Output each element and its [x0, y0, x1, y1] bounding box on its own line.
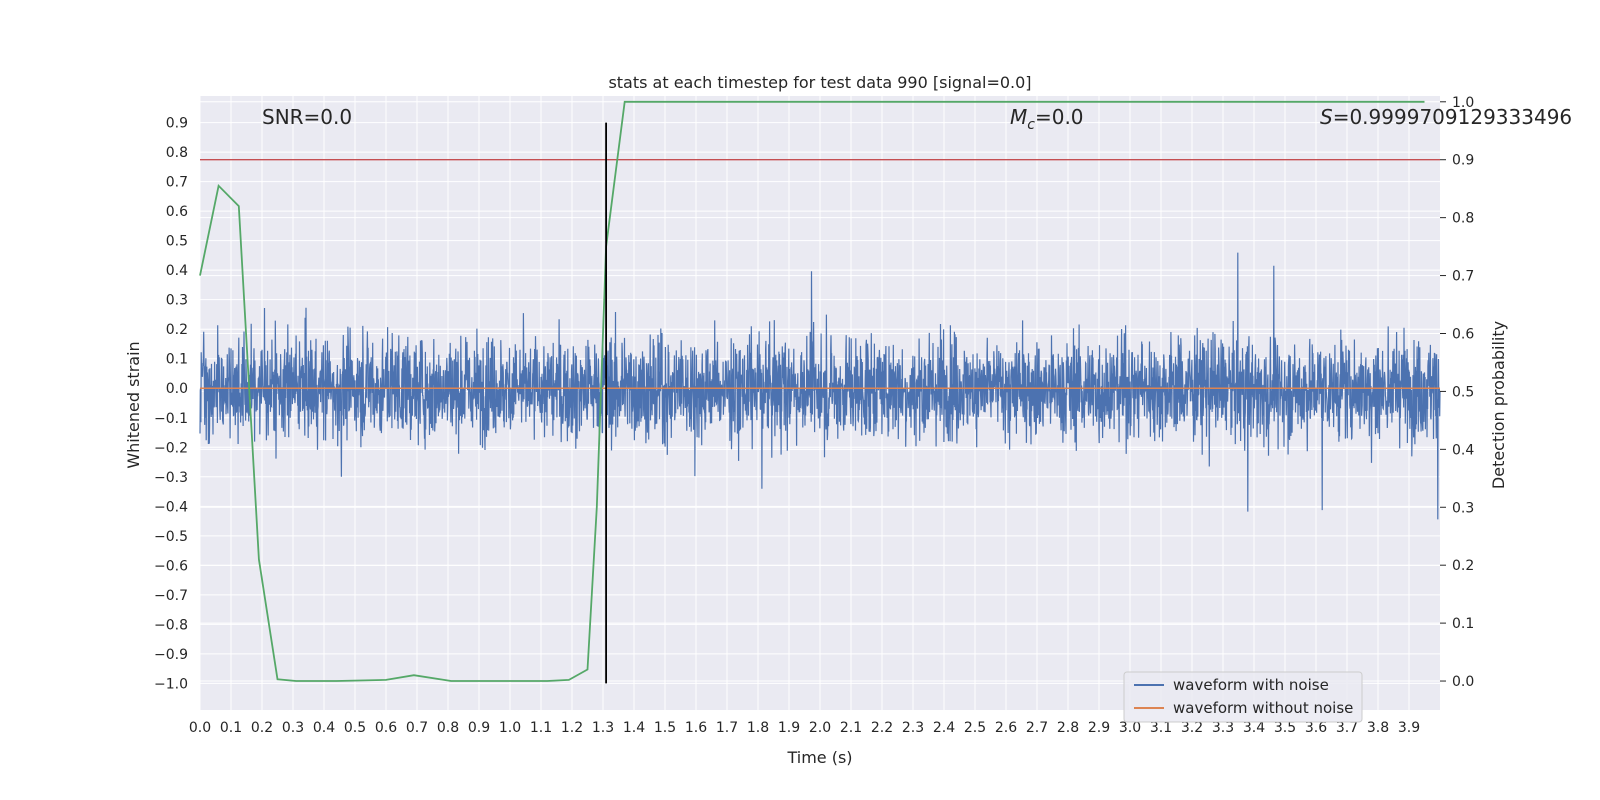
y2-tick-label: 0.9	[1452, 153, 1474, 169]
series-waveform-with-noise	[199, 252, 1441, 520]
x-tick-label: 0.5	[344, 720, 366, 736]
x-tick-label: 3.3	[1212, 720, 1234, 736]
x-tick-label: 1.5	[654, 720, 676, 736]
y-tick-label: −0.8	[154, 617, 188, 633]
y-tick-label: 0.7	[166, 175, 188, 191]
x-axis-label: Time (s)	[786, 748, 852, 767]
x-tick-label: 0.7	[406, 720, 428, 736]
x-tick-label: 3.9	[1398, 720, 1420, 736]
y2-tick-label: 0.6	[1452, 326, 1474, 342]
y-tick-label: 0.5	[166, 234, 188, 250]
x-tick-label: 2.5	[964, 720, 986, 736]
y2-tick-label: 0.1	[1452, 616, 1474, 632]
y-tick-label: 0.9	[166, 116, 188, 132]
y-tick-label: 0.4	[166, 263, 188, 279]
y-tick-label: −0.7	[154, 588, 188, 604]
x-tick-label: 0.9	[468, 720, 490, 736]
y2-axis-label: Detection probability	[1489, 321, 1508, 489]
x-tick-label: 1.9	[778, 720, 800, 736]
x-tick-label: 3.5	[1274, 720, 1296, 736]
y-tick-label: −0.1	[154, 411, 188, 427]
x-tick-label: 1.8	[747, 720, 769, 736]
x-tick-label: 0.8	[437, 720, 459, 736]
x-tick-label: 0.0	[189, 720, 211, 736]
x-tick-label: 3.1	[1150, 720, 1172, 736]
y2-tick-label: 0.8	[1452, 211, 1474, 227]
chart-title: stats at each timestep for test data 990…	[608, 73, 1031, 92]
x-tick-label: 2.3	[902, 720, 924, 736]
x-tick-label: 1.2	[561, 720, 583, 736]
x-tick-label: 2.9	[1088, 720, 1110, 736]
x-tick-label: 2.2	[871, 720, 893, 736]
chirp-mass-annotation: Mc=0.0	[1010, 105, 1084, 133]
y-tick-label: 0.3	[166, 293, 188, 309]
y-tick-label: 0.6	[166, 204, 188, 220]
y-axis-label: Whitened strain	[124, 341, 143, 468]
x-tick-label: 1.4	[623, 720, 645, 736]
y2-axis-ticks: 1.0 0.9 0.8 0.7 0.6 0.5 0.4 0.3 0.2 0.1 0.0	[1440, 95, 1474, 690]
y-tick-label: −0.2	[154, 440, 188, 456]
x-tick-label: 1.6	[685, 720, 707, 736]
x-tick-label: 2.4	[933, 720, 955, 736]
y2-tick-label: 1.0	[1452, 95, 1474, 111]
y-tick-label: −0.3	[154, 470, 188, 486]
x-tick-label: 0.1	[220, 720, 242, 736]
y2-tick-label: 0.2	[1452, 558, 1474, 574]
y-tick-label: 0.8	[166, 145, 188, 161]
y2-tick-label: 0.7	[1452, 269, 1474, 285]
x-tick-label: 3.6	[1305, 720, 1327, 736]
y-tick-label: −1.0	[154, 676, 188, 692]
noise-trace	[199, 252, 1441, 520]
y2-tick-label: 0.5	[1452, 384, 1474, 400]
y-axis-ticks: 0.9 0.8 0.7 0.6 0.5 0.4 0.3 0.2 0.1 0.0 −0.1 −0.2 −0…	[154, 116, 188, 693]
y-tick-label: 0.2	[166, 322, 188, 338]
legend: waveform with noise waveform without noi…	[1123, 671, 1363, 723]
x-tick-label: 1.0	[499, 720, 521, 736]
x-tick-label: 3.2	[1181, 720, 1203, 736]
score-annotation: S=0.9999709129333496	[1320, 105, 1572, 129]
snr-annotation: SNR=0.0	[262, 105, 352, 129]
y-tick-label: −0.9	[154, 647, 188, 663]
x-tick-label: 3.0	[1119, 720, 1141, 736]
legend-label-noiseless: waveform without noise	[1173, 699, 1353, 717]
y-tick-label: −0.6	[154, 558, 188, 574]
x-tick-label: 2.6	[995, 720, 1017, 736]
legend-label-noise: waveform with noise	[1173, 676, 1329, 694]
x-tick-label: 0.2	[251, 720, 273, 736]
y-tick-label: −0.5	[154, 529, 188, 545]
x-tick-label: 2.0	[809, 720, 831, 736]
x-tick-label: 2.7	[1026, 720, 1048, 736]
x-tick-label: 3.4	[1243, 720, 1265, 736]
x-tick-label: 3.8	[1367, 720, 1389, 736]
series-detection-probability	[199, 100, 1425, 682]
x-tick-label: 1.3	[592, 720, 614, 736]
legend-box	[1123, 671, 1363, 723]
y2-tick-label: 0.3	[1452, 500, 1474, 516]
x-tick-label: 0.3	[282, 720, 304, 736]
x-tick-label: 3.7	[1336, 720, 1358, 736]
x-tick-label: 0.4	[313, 720, 335, 736]
x-tick-label: 1.1	[530, 720, 552, 736]
x-tick-label: 2.8	[1057, 720, 1079, 736]
x-tick-label: 0.6	[375, 720, 397, 736]
y2-tick-label: 0.4	[1452, 442, 1474, 458]
x-axis-ticks: 0.0 0.1 0.2 0.3 0.4 0.5 0.6 0.7 0.8 0.9 1.0 1.1 1.2 1…	[189, 720, 1420, 736]
x-tick-label: 1.7	[716, 720, 738, 736]
x-tick-label: 2.1	[840, 720, 862, 736]
y-tick-label: −0.4	[154, 499, 188, 515]
y-tick-label: 0.0	[166, 381, 188, 397]
y-tick-label: 0.1	[166, 352, 188, 368]
y2-tick-label: 0.0	[1452, 674, 1474, 690]
